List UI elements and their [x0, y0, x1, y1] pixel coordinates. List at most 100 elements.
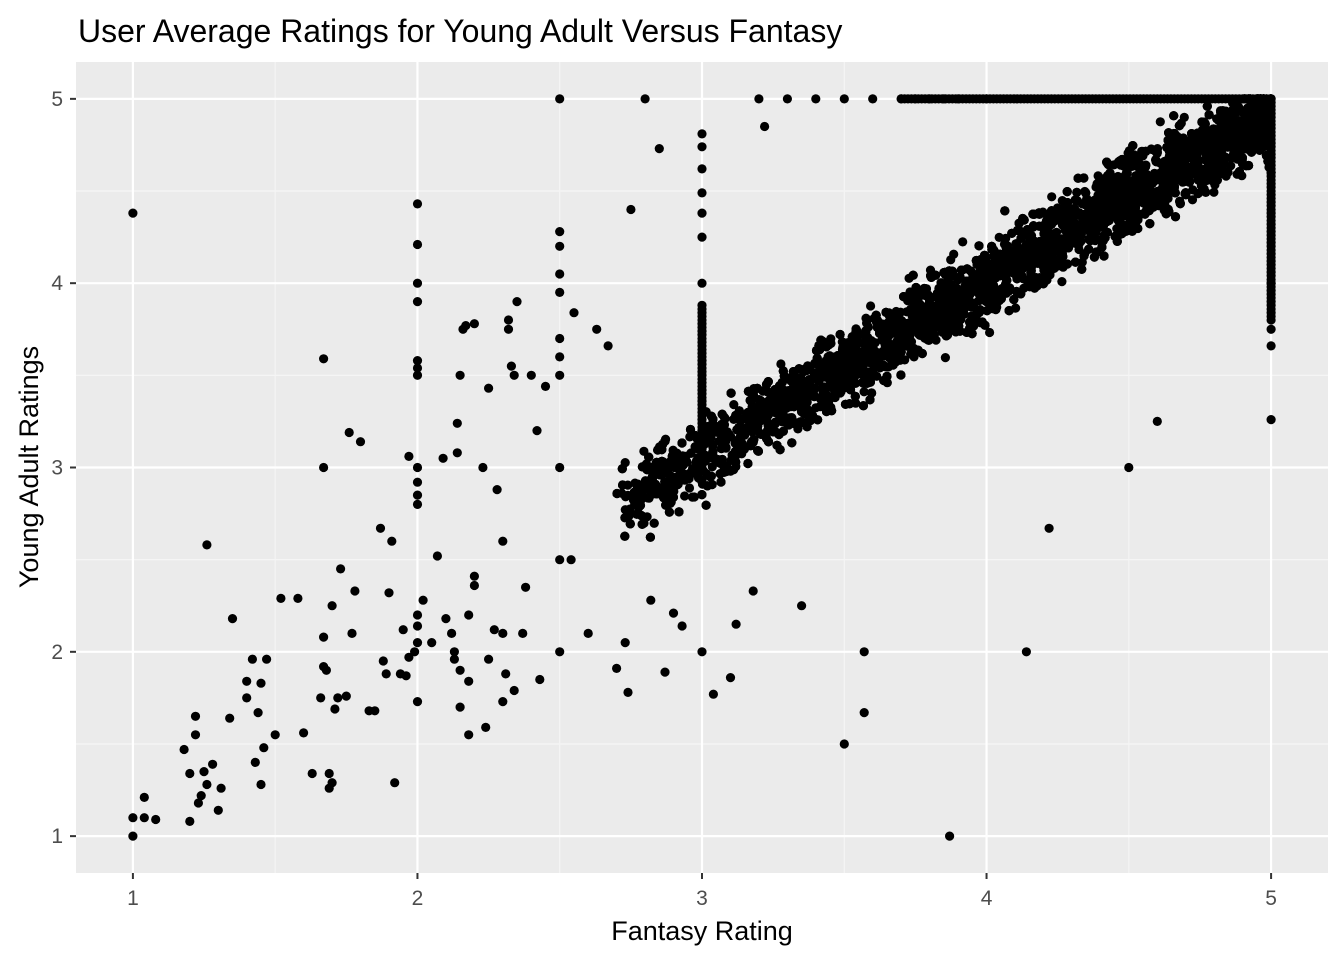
- data-point: [977, 317, 987, 327]
- data-point: [661, 500, 671, 510]
- data-point: [821, 406, 832, 417]
- data-point: [753, 446, 763, 456]
- data-point: [1070, 195, 1080, 205]
- data-point: [994, 232, 1004, 242]
- data-point: [1124, 146, 1134, 156]
- data-point: [942, 302, 952, 312]
- data-point: [1169, 111, 1179, 121]
- data-point: [896, 370, 906, 380]
- data-point: [771, 407, 781, 417]
- data-point: [1202, 101, 1212, 111]
- data-point: [622, 509, 633, 520]
- data-point: [1072, 187, 1082, 197]
- data-point: [810, 384, 820, 394]
- data-point: [1160, 185, 1170, 195]
- data-point: [974, 284, 984, 295]
- data-point: [971, 313, 981, 323]
- data-point: [697, 490, 707, 500]
- data-point: [1196, 181, 1207, 191]
- data-point: [1057, 277, 1067, 287]
- data-point: [763, 387, 773, 397]
- data-point: [987, 241, 997, 251]
- data-point: [1163, 193, 1173, 203]
- data-point: [1031, 254, 1041, 264]
- data-point: [1155, 117, 1165, 127]
- data-point: [829, 352, 839, 362]
- data-point: [1057, 217, 1067, 227]
- data-point: [1062, 198, 1073, 208]
- data-point: [1120, 171, 1130, 181]
- data-point: [1117, 154, 1127, 165]
- data-point: [612, 488, 622, 499]
- data-point: [856, 355, 866, 365]
- data-point: [815, 401, 825, 412]
- data-point: [889, 345, 899, 355]
- data-point: [684, 483, 695, 493]
- data-point: [708, 414, 718, 424]
- data-point: [660, 436, 670, 446]
- data-point: [1226, 153, 1236, 163]
- data-point: [1082, 194, 1092, 204]
- data-point: [1084, 244, 1094, 254]
- data-point: [701, 500, 711, 510]
- data-point: [782, 395, 793, 405]
- data-point: [859, 387, 869, 397]
- data-point: [835, 329, 845, 340]
- data-point: [1009, 294, 1019, 305]
- data-point: [924, 298, 934, 309]
- scatter-points: [128, 94, 1276, 841]
- data-point: [1259, 107, 1269, 117]
- data-point: [625, 519, 635, 529]
- data-point: [1246, 147, 1257, 157]
- data-point: [1028, 221, 1039, 231]
- data-point: [875, 363, 885, 373]
- data-point: [905, 305, 916, 315]
- data-point: [680, 491, 690, 501]
- data-point: [949, 295, 959, 305]
- data-point: [670, 448, 680, 458]
- data-point: [911, 282, 921, 293]
- data-point: [648, 471, 658, 481]
- data-point: [1027, 276, 1038, 286]
- data-point: [637, 462, 648, 472]
- data-point: [1174, 121, 1184, 131]
- data-point: [618, 480, 628, 490]
- data-point: [768, 427, 778, 437]
- data-point: [662, 489, 672, 499]
- data-point: [1187, 195, 1198, 205]
- data-point: [1216, 138, 1226, 148]
- data-point: [716, 443, 727, 454]
- data-point: [657, 456, 667, 466]
- data-point: [1014, 225, 1024, 235]
- data-point: [724, 429, 734, 440]
- data-point: [731, 457, 741, 467]
- data-point: [1149, 145, 1159, 155]
- chart-title: User Average Ratings for Young Adult Ver…: [78, 13, 842, 49]
- data-point: [678, 460, 688, 470]
- data-point: [734, 406, 744, 416]
- data-point: [777, 417, 787, 427]
- data-point: [1099, 251, 1109, 261]
- data-point: [892, 353, 902, 363]
- data-point: [1258, 136, 1268, 146]
- data-point: [991, 304, 1001, 315]
- data-point: [778, 386, 788, 396]
- data-point: [861, 313, 871, 323]
- data-point: [940, 353, 951, 363]
- data-point: [865, 395, 875, 405]
- data-point: [677, 438, 687, 448]
- data-point: [882, 371, 892, 381]
- data-point: [734, 448, 744, 458]
- data-point: [997, 255, 1008, 265]
- data-point: [716, 477, 726, 487]
- data-point: [708, 447, 718, 457]
- data-point: [729, 414, 739, 424]
- data-point: [1047, 206, 1057, 216]
- data-point: [1234, 167, 1244, 177]
- data-point: [974, 241, 984, 251]
- data-point: [1016, 289, 1026, 299]
- data-point: [931, 270, 941, 280]
- data-point: [687, 492, 698, 502]
- data-point: [843, 345, 853, 355]
